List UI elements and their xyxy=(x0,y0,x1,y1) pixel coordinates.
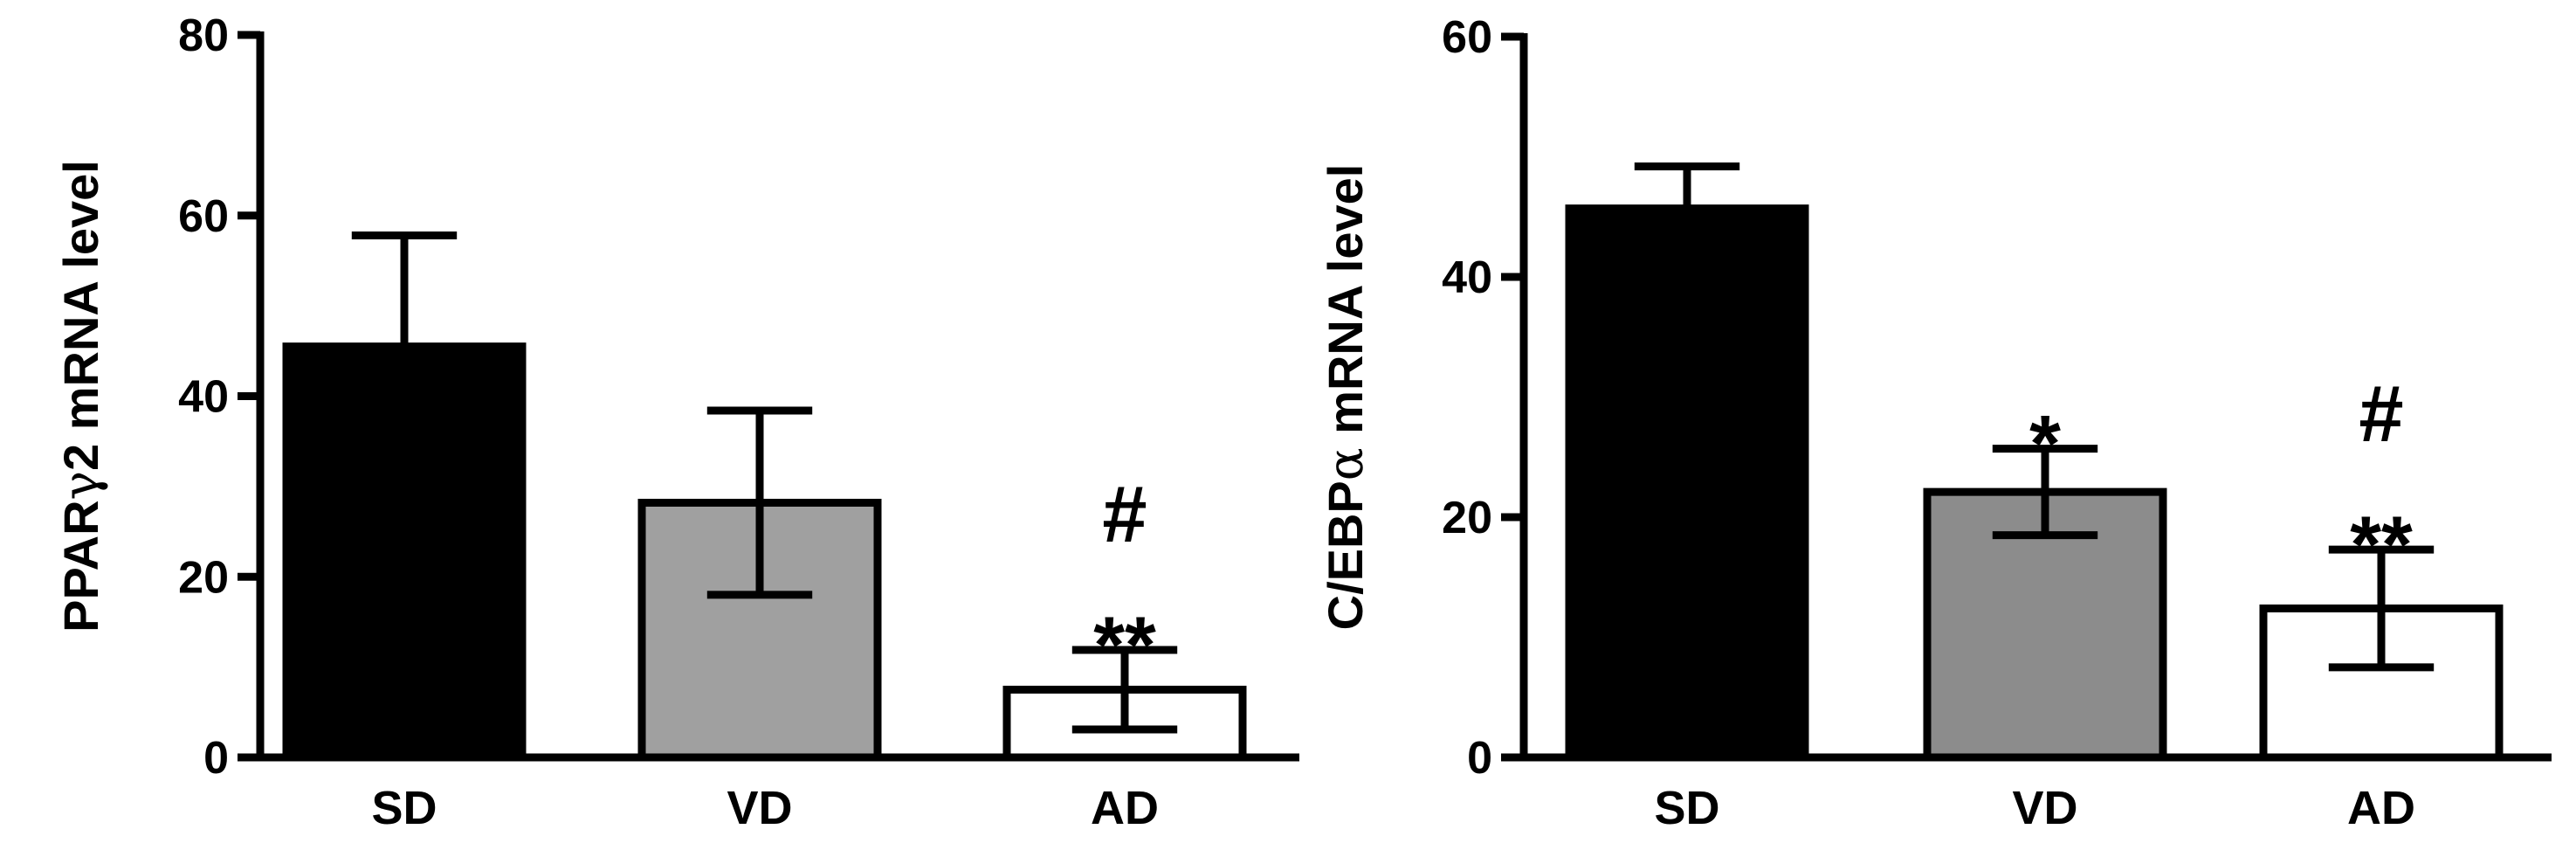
significance-hash: # xyxy=(1102,470,1147,559)
y-tick-label: 40 xyxy=(1442,252,1492,303)
significance-stars: ** xyxy=(2350,501,2413,590)
bar-sd xyxy=(1565,204,1809,762)
y-axis-label-part: PPAR xyxy=(53,500,108,632)
y-axis-label-part: α xyxy=(1318,447,1374,480)
y-axis-label: C/EBPα mRNA level xyxy=(1318,164,1374,631)
y-axis-label-part: C/EBP xyxy=(1318,480,1373,630)
y-tick-label: 80 xyxy=(178,10,229,61)
y-axis-label-part: 2 mRNA level xyxy=(53,160,108,471)
x-tick-label: SD xyxy=(371,782,437,834)
y-tick-label: 0 xyxy=(203,733,229,784)
y-tick-label: 40 xyxy=(178,372,229,423)
significance-hash: # xyxy=(2359,370,2403,459)
significance-stars: * xyxy=(2029,400,2061,489)
x-tick-label: SD xyxy=(1654,782,1719,834)
x-tick-label: VD xyxy=(2012,782,2077,834)
x-tick-label: VD xyxy=(727,782,792,834)
y-tick-label: 20 xyxy=(1442,493,1492,543)
y-axis-label-part: γ xyxy=(53,471,110,500)
y-axis-label: PPARγ2 mRNA level xyxy=(53,160,110,632)
chart-cebp-alpha: 0 20 40 60 C/EBPα mRNA level SD VD AD * # ** xyxy=(1318,12,2552,834)
y-tick-label: 60 xyxy=(178,191,229,242)
y-tick-label: 20 xyxy=(178,552,229,603)
y-axis-label-part: mRNA level xyxy=(1318,164,1373,448)
x-tick-label: AD xyxy=(2347,782,2415,834)
significance-stars: ** xyxy=(1093,601,1156,690)
y-tick-label: 60 xyxy=(1442,12,1492,63)
chart-ppar-gamma2: 0 20 40 60 80 PPARγ2 mRNA level SD VD AD # ** xyxy=(53,10,1299,834)
x-tick-label: AD xyxy=(1091,782,1159,834)
y-tick-label: 0 xyxy=(1467,733,1492,784)
